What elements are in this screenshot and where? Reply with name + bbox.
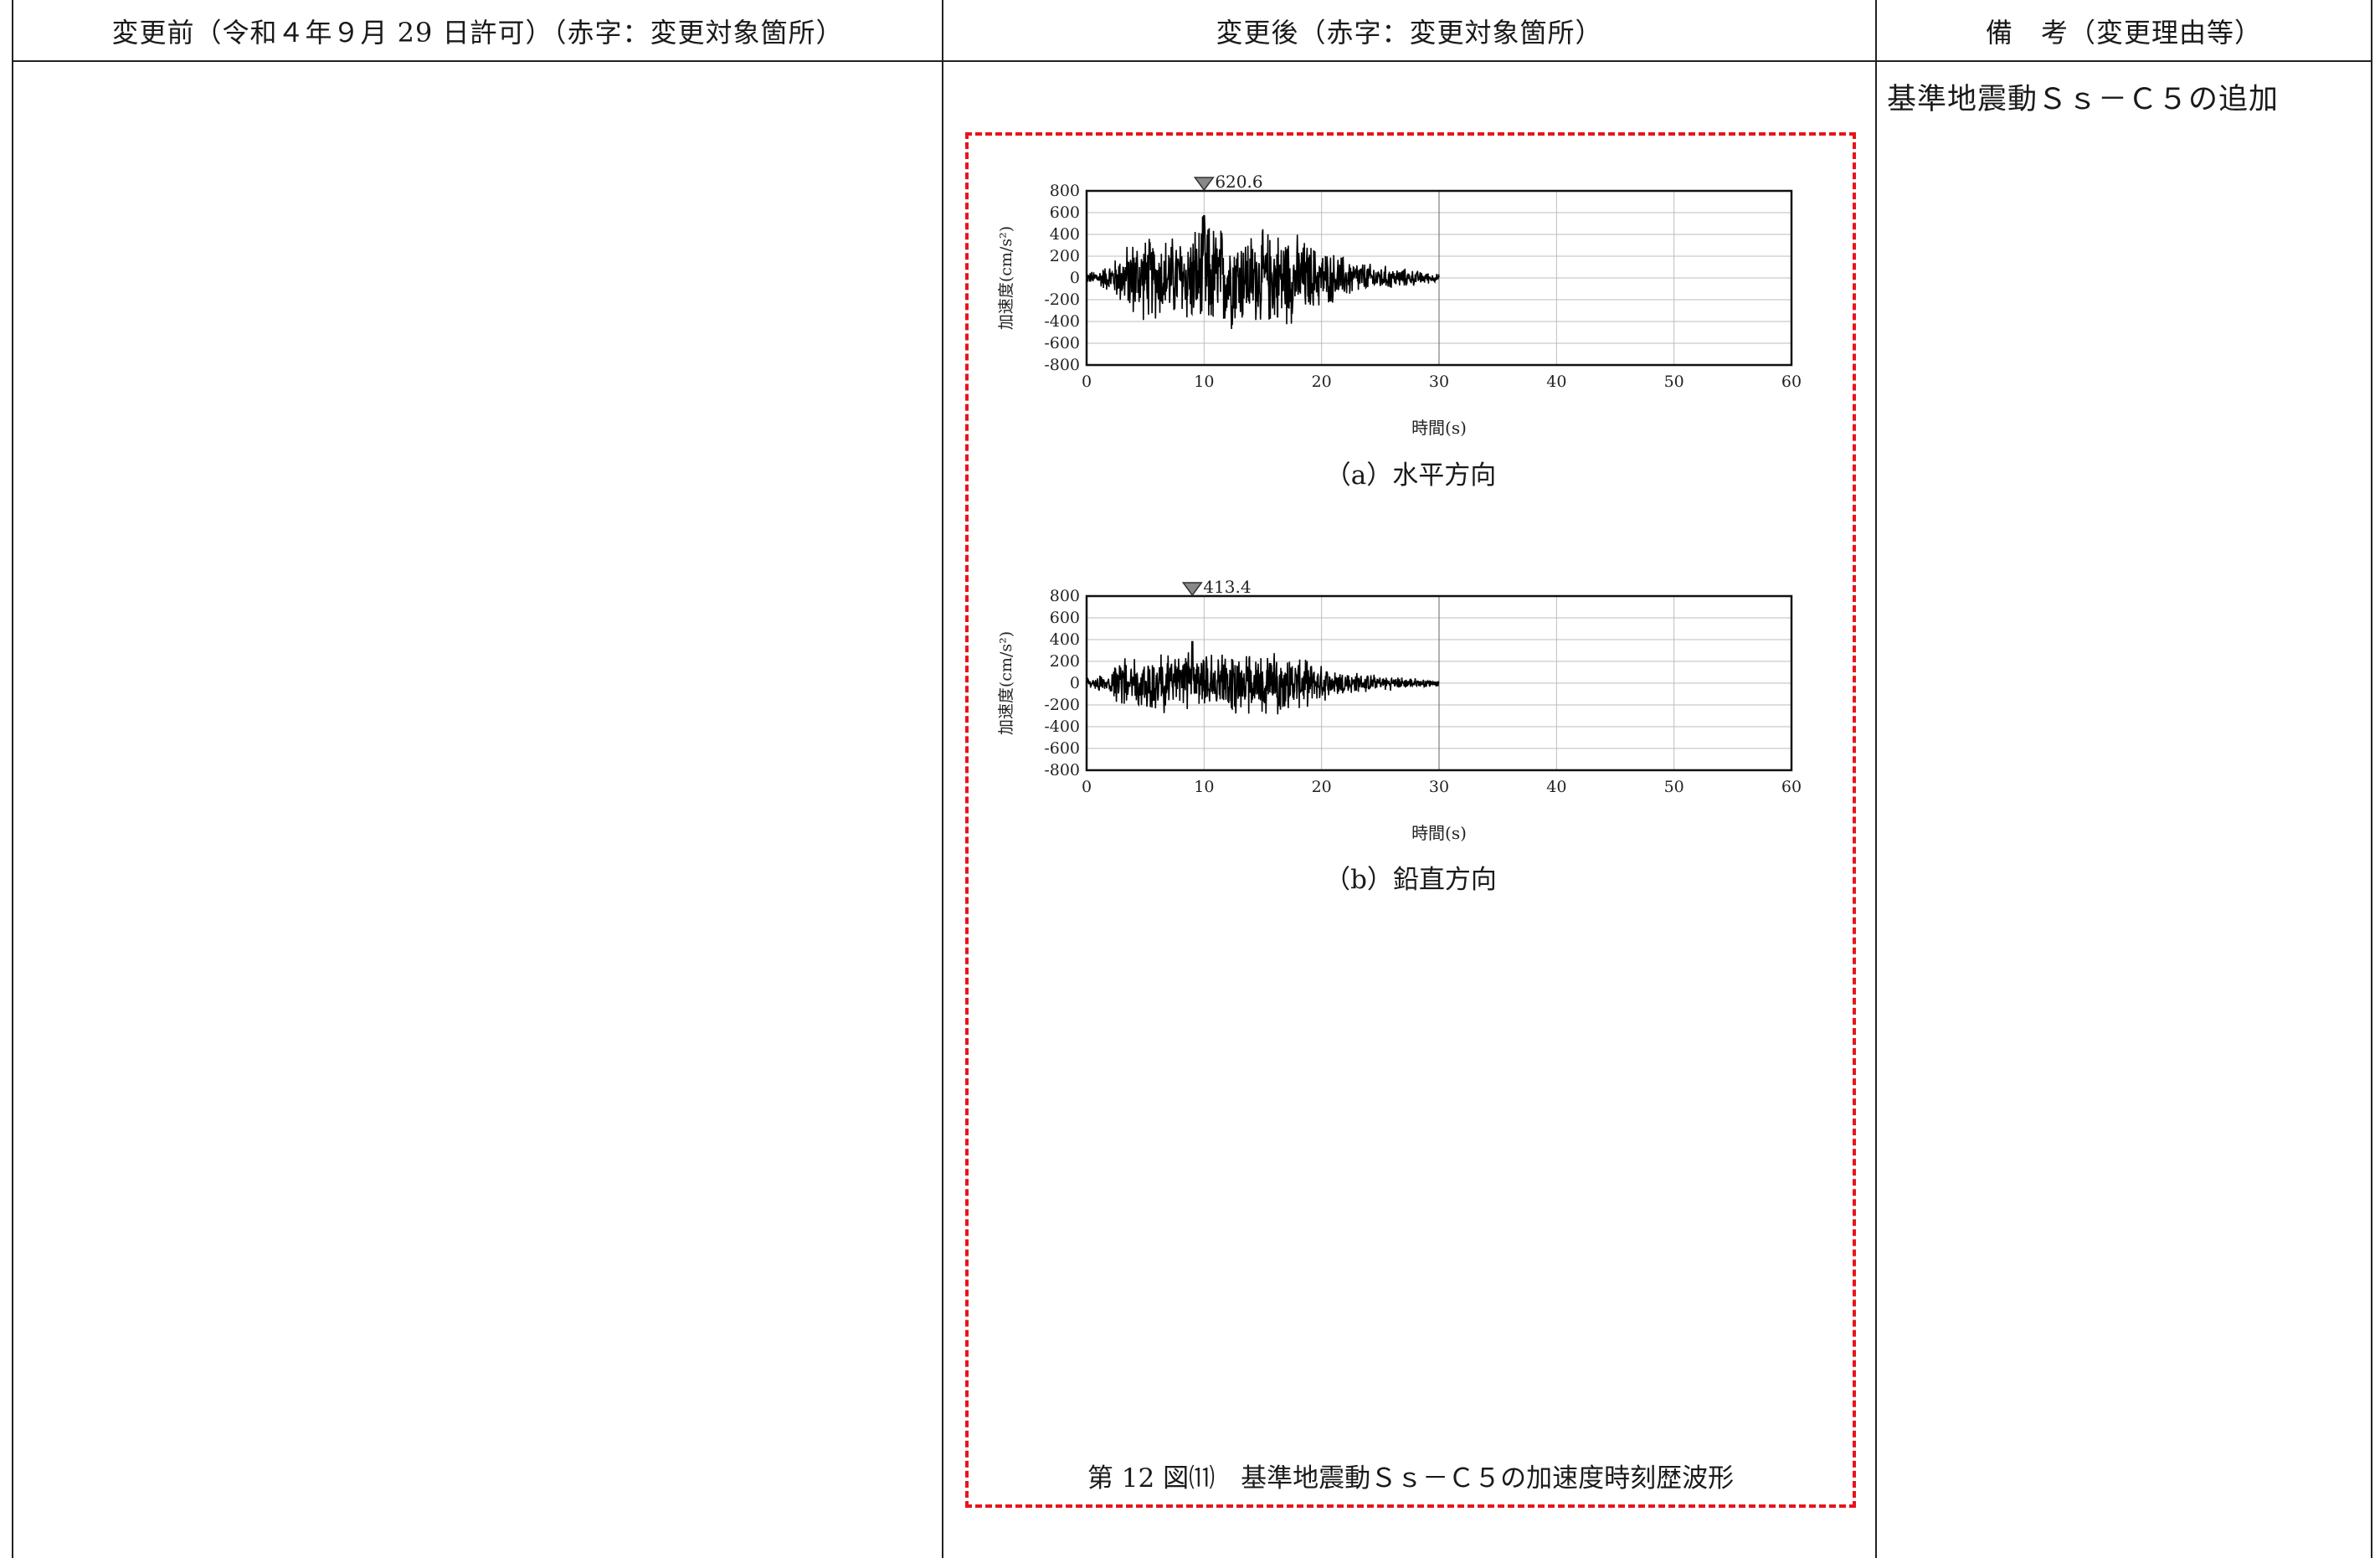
x-tick-label: 50 — [1664, 778, 1684, 796]
header-after: 変更後（赤字：変更対象箇所） — [1216, 17, 1603, 49]
table-divider-1 — [942, 0, 943, 1558]
acceleration-waveform — [1086, 215, 1440, 330]
x-tick-label: 30 — [1429, 778, 1449, 796]
x-tick-label: 60 — [1781, 373, 1802, 391]
table-border-right — [2371, 0, 2372, 1558]
y-tick-label: -600 — [1044, 334, 1080, 352]
y-tick-label: 0 — [1070, 269, 1080, 287]
y-tick-label: -200 — [1044, 696, 1080, 714]
plot-frame — [1085, 594, 1793, 772]
y-tick-label: -400 — [1044, 717, 1080, 736]
header-remarks: 備 考（変更理由等） — [1985, 17, 2262, 49]
subcaption-vertical: （b）鉛直方向 — [1324, 865, 1497, 895]
x-tick-label: 20 — [1312, 778, 1332, 796]
y-tick-label: 600 — [1050, 609, 1080, 627]
x-tick-label: 30 — [1429, 373, 1449, 391]
y-tick-label: 400 — [1050, 630, 1080, 649]
table-border-left — [12, 0, 13, 1558]
y-tick-label: 800 — [1050, 587, 1080, 605]
acceleration-waveform — [1086, 640, 1440, 715]
figure-caption: 第 12 図⑾ 基準地震動Ｓｓ－Ｃ５の加速度時刻歴波形 — [1087, 1463, 1735, 1494]
y-tick-label: -400 — [1044, 312, 1080, 331]
y-tick-label: 200 — [1050, 247, 1080, 265]
x-axis-title: 時間(s) — [1411, 418, 1467, 438]
y-tick-label: 800 — [1050, 182, 1080, 200]
y-tick-label: -600 — [1044, 739, 1080, 758]
x-tick-label: 50 — [1664, 373, 1684, 391]
peak-label: 620.6 — [1215, 172, 1262, 192]
plot-frame — [1085, 189, 1793, 367]
x-tick-label: 40 — [1546, 373, 1566, 391]
subcaption-horizontal: （a）水平方向 — [1324, 460, 1497, 491]
y-tick-label: 400 — [1050, 225, 1080, 244]
change-highlight-box — [965, 132, 1856, 1508]
header-row-separator — [12, 60, 2372, 62]
header-before: 変更前（令和４年９月 29 日許可）（赤字：変更対象箇所） — [111, 17, 844, 49]
y-axis-title: 加速度(cm/s²) — [997, 226, 1015, 330]
x-tick-label: 20 — [1312, 373, 1332, 391]
x-tick-label: 10 — [1194, 373, 1214, 391]
x-axis-title: 時間(s) — [1411, 823, 1467, 843]
y-tick-label: 600 — [1050, 203, 1080, 222]
y-tick-label: -200 — [1044, 291, 1080, 309]
y-tick-label: -800 — [1044, 761, 1080, 779]
table-divider-2 — [1875, 0, 1877, 1558]
peak-label: 413.4 — [1203, 577, 1251, 597]
x-tick-label: 0 — [1082, 778, 1092, 796]
x-tick-label: 60 — [1781, 778, 1802, 796]
x-tick-label: 0 — [1082, 373, 1092, 391]
peak-marker-icon — [1181, 582, 1203, 597]
peak-marker-icon — [1193, 177, 1215, 192]
remark-text: 基準地震動Ｓｓ－Ｃ５の追加 — [1887, 83, 2280, 116]
y-tick-label: -800 — [1044, 356, 1080, 374]
y-tick-label: 0 — [1070, 674, 1080, 692]
x-tick-label: 10 — [1194, 778, 1214, 796]
y-tick-label: 200 — [1050, 652, 1080, 671]
x-tick-label: 40 — [1546, 778, 1566, 796]
y-axis-title: 加速度(cm/s²) — [997, 631, 1015, 735]
